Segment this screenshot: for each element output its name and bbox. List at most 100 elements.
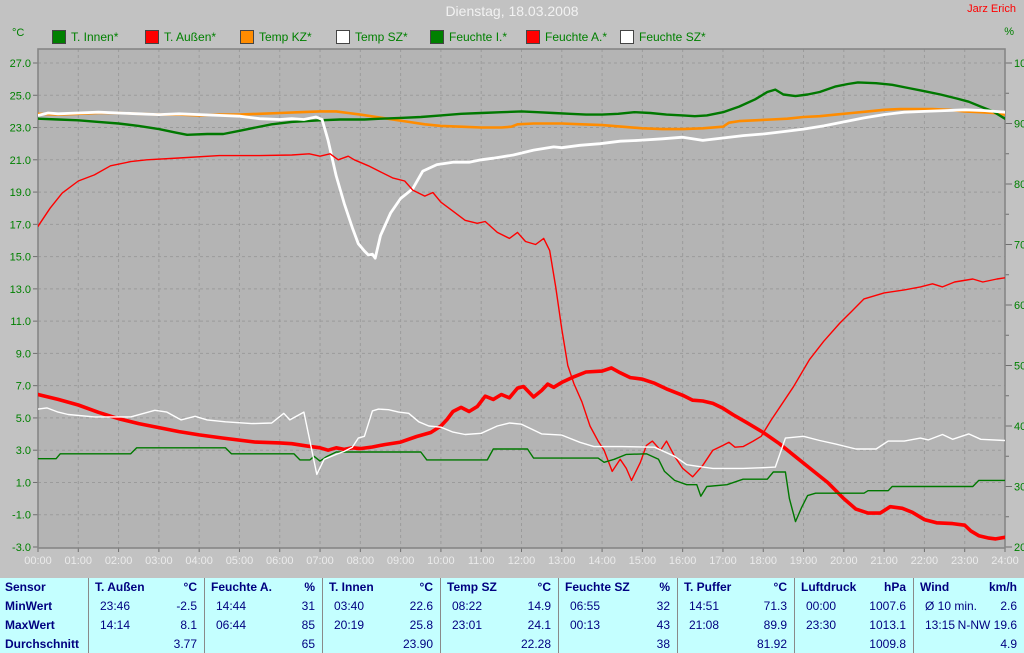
legend-item-t-innen: T. Innen* [52,30,118,44]
table-cell: 23.90 [322,634,440,653]
svg-text:13.0: 13.0 [10,284,31,296]
table-cell: 23:30 1013.1 [794,615,913,635]
svg-text:7.0: 7.0 [16,381,31,393]
svg-text:17.0: 17.0 [10,219,31,231]
temp-kz-swatch-icon [240,30,254,44]
table-cell: 21:08 89.9 [677,615,794,635]
svg-text:70: 70 [1014,240,1024,252]
series-feuchte-sz [38,407,1005,476]
table-row-label: Sensor [5,580,46,595]
gridlines [38,49,1005,548]
svg-text:11.0: 11.0 [10,316,31,328]
feuchte-sz-swatch-icon [620,30,634,44]
table-cell: 20:19 25.8 [322,615,440,635]
svg-text:90: 90 [1014,119,1024,131]
y-axis-left-labels: 27.0 25.0 23.0 21.0 19.0 17.0 15.0 13.0 11.0 9.0 7… [10,58,31,554]
table-cell: 22.28 [440,634,558,653]
table-cell: 65 [204,634,322,653]
svg-text:07:00: 07:00 [306,555,334,567]
page-title: Dienstag, 18.03.2008 [445,3,579,19]
legend-label: T. Außen* [164,30,217,44]
svg-text:16:00: 16:00 [669,555,697,567]
svg-text:01:00: 01:00 [65,555,93,567]
feuchte-i-swatch-icon [430,30,444,44]
table-cell: 00:00 1007.6 [794,596,913,616]
svg-text:24:00: 24:00 [991,555,1019,567]
table-header-T. Innen: T. Innen °C [322,578,440,597]
svg-text:23:00: 23:00 [951,555,979,567]
svg-text:30: 30 [1014,482,1024,494]
x-axis-labels: 00:00 01:00 02:00 03:00 04:00 05:00 06:00 07:00… [24,555,1019,567]
svg-text:9.0: 9.0 [16,348,31,360]
table-header-T. Außen: T. Außen °C [88,578,204,597]
svg-text:03:00: 03:00 [145,555,173,567]
svg-text:21.0: 21.0 [10,155,31,167]
table-cell: 06:44 85 [204,615,322,635]
svg-text:11:00: 11:00 [468,555,495,567]
svg-text:60: 60 [1014,300,1024,312]
table-cell: 81.92 [677,634,794,653]
legend-item-t-aussen: T. Außen* [145,30,216,44]
table-header-Luftdruck: Luftdruck hPa [794,578,913,597]
svg-text:15:00: 15:00 [629,555,657,567]
table-cell: 4.9 [913,634,1024,653]
svg-text:40: 40 [1014,421,1024,433]
table-cell: 14:14 8.1 [88,615,204,635]
legend-label: Temp SZ* [355,30,408,44]
table-cell: 14:51 71.3 [677,596,794,616]
table-cell: 38 [558,634,677,653]
legend-label: Feuchte A.* [545,30,608,44]
series-feuchte-a [38,153,1005,482]
table-header-Feuchte SZ: Feuchte SZ% [558,578,677,597]
svg-text:04:00: 04:00 [185,555,213,567]
svg-text:19.0: 19.0 [10,187,31,199]
svg-text:20:00: 20:00 [830,555,858,567]
svg-text:20: 20 [1014,542,1024,554]
table-cell: Ø 10 min. 2.6 [913,596,1024,616]
plot-frame [37,48,1006,549]
table-cell: 1009.8 [794,634,913,653]
svg-text:13:00: 13:00 [548,555,576,567]
table-header-Feuchte A.: Feuchte A.% [204,578,322,597]
table-cell: 03:40 22.6 [322,596,440,616]
table-cell: 3.77 [88,634,204,653]
svg-text:25.0: 25.0 [10,90,31,102]
svg-text:09:00: 09:00 [387,555,415,567]
svg-text:19:00: 19:00 [790,555,818,567]
table-cell: 08:22 14.9 [440,596,558,616]
table-row-label: MaxWert [5,617,55,632]
svg-text:05:00: 05:00 [226,555,254,567]
table-header-Temp SZ: Temp SZ °C [440,578,558,597]
table-cell: 06:55 32 [558,596,677,616]
legend-label: T. Innen* [71,30,119,44]
t-innen-swatch-icon [52,30,66,44]
legend-item-temp-kz: Temp KZ* [240,30,312,44]
weather-chart: 27.0 25.0 23.0 21.0 19.0 17.0 15.0 13.0 11.0 9.0 7… [10,48,1024,567]
series-temp-sz [38,108,1005,260]
series-t-innen [38,81,1005,137]
table-cell: 14:44 31 [204,596,322,616]
legend-label: Temp KZ* [259,30,312,44]
table-row-label: MinWert [5,599,53,614]
svg-text:18:00: 18:00 [749,555,777,567]
svg-text:02:00: 02:00 [105,555,133,567]
svg-text:14:00: 14:00 [588,555,616,567]
svg-text:27.0: 27.0 [10,58,31,70]
statistics-table: Sensor T. Außen °C Feuchte A.% T. Innen °C Tem… [0,578,1024,653]
svg-text:-1.0: -1.0 [12,510,31,522]
legend-item-feuchte-i: Feuchte I.* [430,30,507,44]
svg-text:06:00: 06:00 [266,555,294,567]
author-label: Jarz Erich [967,3,1016,15]
table-header-T. Puffer: T. Puffer °C [677,578,794,597]
svg-text:17:00: 17:00 [709,555,737,567]
legend-item-feuchte-sz: Feuchte SZ* [620,30,706,44]
table-cell: 00:13 43 [558,615,677,635]
svg-text:08:00: 08:00 [347,555,375,567]
svg-text:15.0: 15.0 [10,252,31,264]
svg-text:50: 50 [1014,361,1024,373]
feuchte-a-swatch-icon [526,30,540,44]
svg-text:10:00: 10:00 [427,555,455,567]
legend-label: Feuchte I.* [449,30,508,44]
table-cell: 13:15 N-NW 19.6 [913,615,1024,635]
left-axis-unit: °C [12,27,25,39]
